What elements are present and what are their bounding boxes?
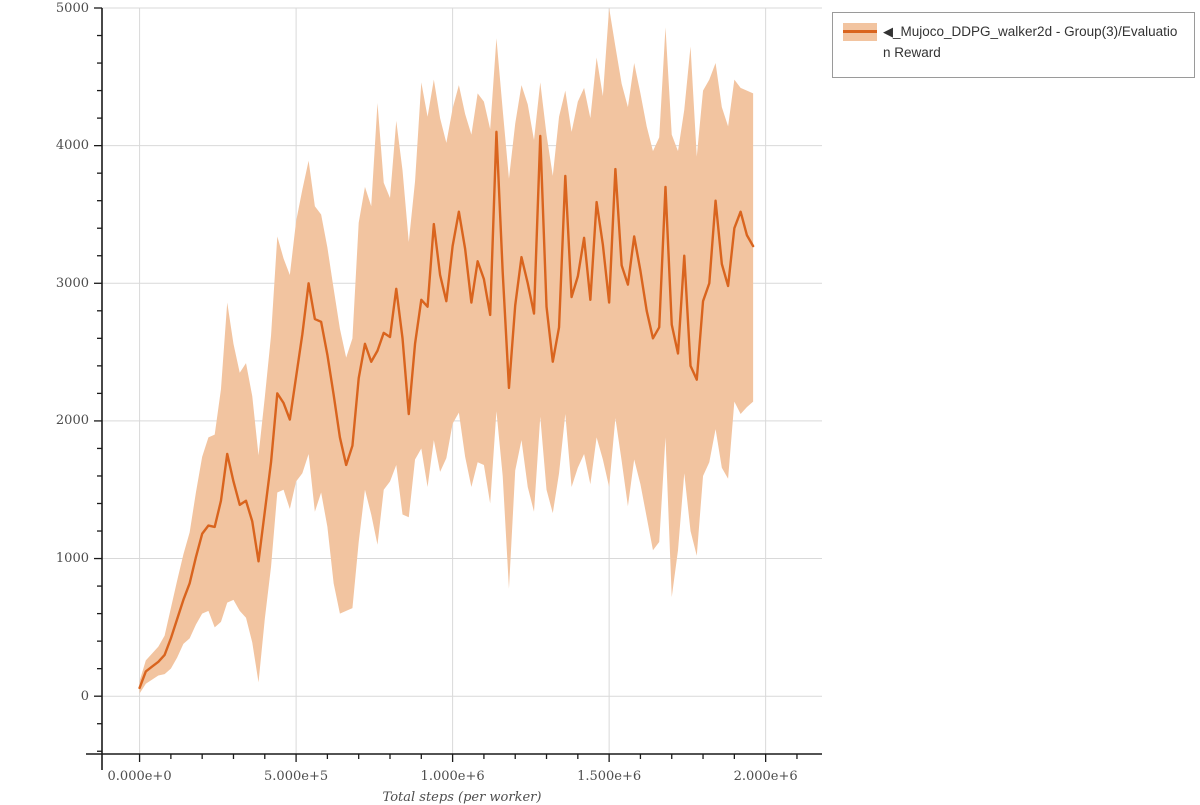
y-tick-label: 1000 xyxy=(55,551,89,567)
y-tick-label: 0 xyxy=(80,688,89,704)
axis-ticks xyxy=(94,7,798,762)
y-tick-label: 4000 xyxy=(55,138,89,154)
series-confidence-band xyxy=(139,8,754,694)
left-triangle-icon: ◀ xyxy=(883,24,893,39)
x-tick-label: 1.000e+6 xyxy=(420,769,485,784)
x-axis-title: Total steps (per worker) xyxy=(382,790,542,805)
y-tick-label: 2000 xyxy=(55,413,89,429)
x-tick-label: 5.000e+5 xyxy=(264,769,329,784)
legend-entry-label: ◀_Mujoco_DDPG_walker2d - Group(3)/Evalua… xyxy=(883,21,1183,63)
y-tick-label: 3000 xyxy=(55,275,89,291)
series-mean-line xyxy=(138,130,755,690)
legend-line-swatch xyxy=(843,30,877,33)
legend-color-swatch xyxy=(843,23,877,41)
x-tick-label: 1.500e+6 xyxy=(577,769,642,784)
x-tick-label: 0.000e+0 xyxy=(107,769,172,784)
chart-legend[interactable]: ◀_Mujoco_DDPG_walker2d - Group(3)/Evalua… xyxy=(832,12,1195,78)
y-tick-label: 5000 xyxy=(55,0,89,16)
legend-series-name: _Mujoco_DDPG_walker2d - Group(3)/Evaluat… xyxy=(883,24,1178,60)
x-tick-label: 2.000e+6 xyxy=(733,769,798,784)
